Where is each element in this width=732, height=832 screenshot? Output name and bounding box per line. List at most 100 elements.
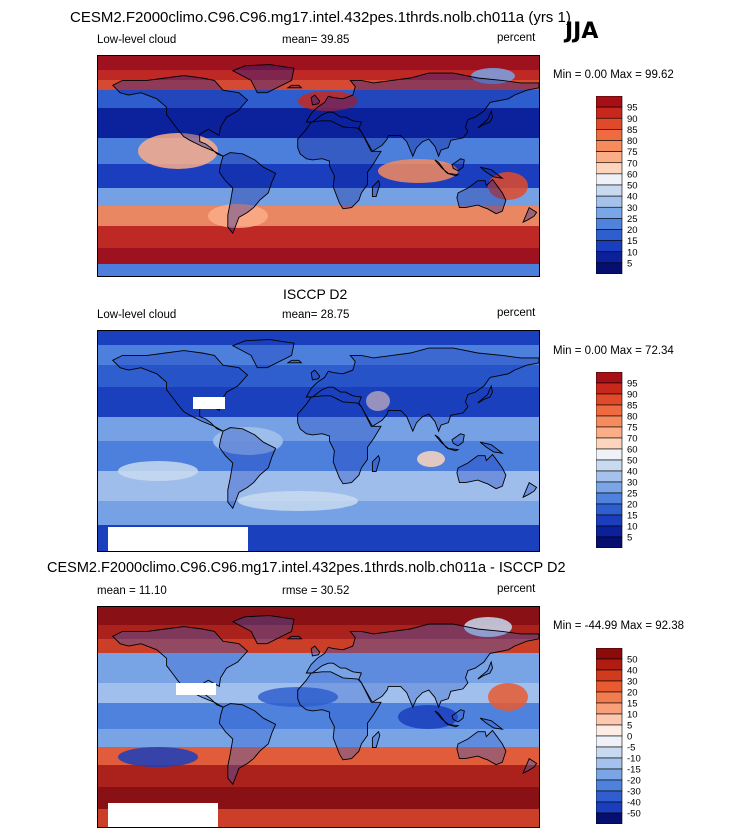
colorbar-level-label: 90	[627, 390, 638, 401]
coastline	[371, 454, 381, 473]
colorbar-box	[595, 768, 623, 781]
contour-feature	[488, 683, 528, 711]
colorbar-level-label: 75	[627, 147, 638, 158]
coastline	[231, 339, 295, 369]
contour-band	[98, 417, 539, 441]
panel3-title: CESM2.F2000climo.C96.C96.mg17.intel.432p…	[47, 560, 566, 576]
coastline	[231, 64, 295, 94]
contour-band	[98, 226, 539, 248]
colorbar-level-label: 90	[627, 114, 638, 125]
colorbar-box	[595, 184, 623, 197]
colorbar-level-label: 80	[627, 136, 638, 147]
coastline	[286, 84, 303, 89]
colorbar-box	[595, 95, 623, 108]
coastline	[218, 427, 277, 510]
colorbar-box	[595, 459, 623, 472]
missing-data-region	[176, 683, 216, 695]
contour-band	[98, 56, 539, 70]
colorbar-box	[595, 503, 623, 516]
colorbar-box	[595, 702, 623, 715]
missing-data-region	[108, 803, 218, 827]
coastline	[477, 109, 493, 129]
contour-band	[98, 345, 539, 365]
contour-feature	[471, 68, 515, 84]
colorbar-box	[595, 790, 623, 803]
contour-feature	[213, 427, 283, 455]
colorbar-box	[595, 492, 623, 505]
run-title: CESM2.F2000climo.C96.C96.mg17.intel.432p…	[70, 9, 571, 26]
colorbar-box	[595, 812, 623, 825]
colorbar-box	[595, 669, 623, 682]
coastline	[479, 441, 504, 454]
contour-feature	[238, 491, 358, 511]
season-label: JJA	[565, 19, 599, 44]
colorbar-level-label: -30	[627, 787, 641, 798]
coastline	[297, 671, 382, 761]
colorbar-level-label: 10	[627, 522, 638, 533]
panel2-minmax: Min = 0.00 Max = 72.34	[553, 345, 674, 357]
colorbar-level-label: 15	[627, 699, 638, 710]
colorbar-box	[595, 757, 623, 770]
contour-feature	[378, 159, 458, 183]
contour-feature	[398, 705, 458, 729]
colorbar-box	[595, 691, 623, 704]
missing-data-region	[193, 397, 225, 409]
contour-band	[98, 206, 539, 226]
panel2-colorbar: 95 90 85 80 75 70 60 50 40 30 25 20 15 10 5	[595, 371, 676, 549]
colorbar-level-label: 80	[627, 412, 638, 423]
panel2-mean: mean= 28.75	[282, 309, 350, 321]
colorbar-level-label: 20	[627, 688, 638, 699]
panel3-colorbar: 50 40 30 20 15 10 5 0 -5 -10 -15 -20 -30 -40 -50	[595, 647, 676, 825]
colorbar-box	[595, 525, 623, 538]
panel3-map	[97, 606, 540, 828]
colorbar-box	[595, 735, 623, 748]
colorbar-box	[595, 724, 623, 737]
panel1-units: percent	[497, 32, 536, 44]
colorbar-level-label: -5	[627, 743, 635, 754]
colorbar-level-label: -50	[627, 809, 641, 820]
colorbar-box	[595, 162, 623, 175]
colorbar-box	[595, 536, 623, 549]
coastline	[305, 72, 539, 158]
contour-band	[98, 80, 539, 90]
panel1-minmax: Min = 0.00 Max = 99.62	[553, 69, 674, 81]
coastline	[434, 710, 449, 725]
colorbar-box	[595, 151, 623, 164]
coastline	[305, 347, 539, 433]
colorbar-level-label: 60	[627, 445, 638, 456]
coastline	[371, 179, 381, 198]
panel3-mean: mean = 11.10	[97, 585, 167, 597]
colorbar-box	[595, 195, 623, 208]
colorbar-level-label: 50	[627, 181, 638, 192]
colorbar-box	[595, 779, 623, 792]
contour-band	[98, 108, 539, 138]
contour-band	[98, 365, 539, 387]
colorbar-box	[595, 415, 623, 428]
colorbar-level-label: 15	[627, 511, 638, 522]
colorbar-level-label: 85	[627, 401, 638, 412]
coastline	[310, 94, 321, 106]
colorbar-level-label: 30	[627, 203, 638, 214]
coastline	[522, 206, 538, 224]
coastline	[111, 75, 249, 157]
coastline	[305, 623, 539, 709]
colorbar-box	[595, 262, 623, 275]
colorbar-box	[595, 801, 623, 814]
colorbar-level-label: 40	[627, 467, 638, 478]
contour-band	[98, 248, 539, 264]
colorbar-level-label: 5	[627, 533, 632, 544]
colorbar-box	[595, 382, 623, 395]
colorbar-level-label: 75	[627, 423, 638, 434]
colorbar-level-label: 5	[627, 258, 632, 269]
panel2-units: percent	[497, 307, 536, 319]
colorbar-box	[595, 117, 623, 130]
coastline	[479, 717, 504, 730]
colorbar-level-label: 85	[627, 125, 638, 136]
contour-feature	[488, 172, 528, 200]
contour-band	[98, 639, 539, 653]
colorbar-level-label: 95	[627, 103, 638, 114]
colorbar-box	[595, 106, 623, 119]
colorbar-box	[595, 240, 623, 253]
colorbar-level-label: 50	[627, 655, 638, 666]
colorbar-box	[595, 371, 623, 384]
